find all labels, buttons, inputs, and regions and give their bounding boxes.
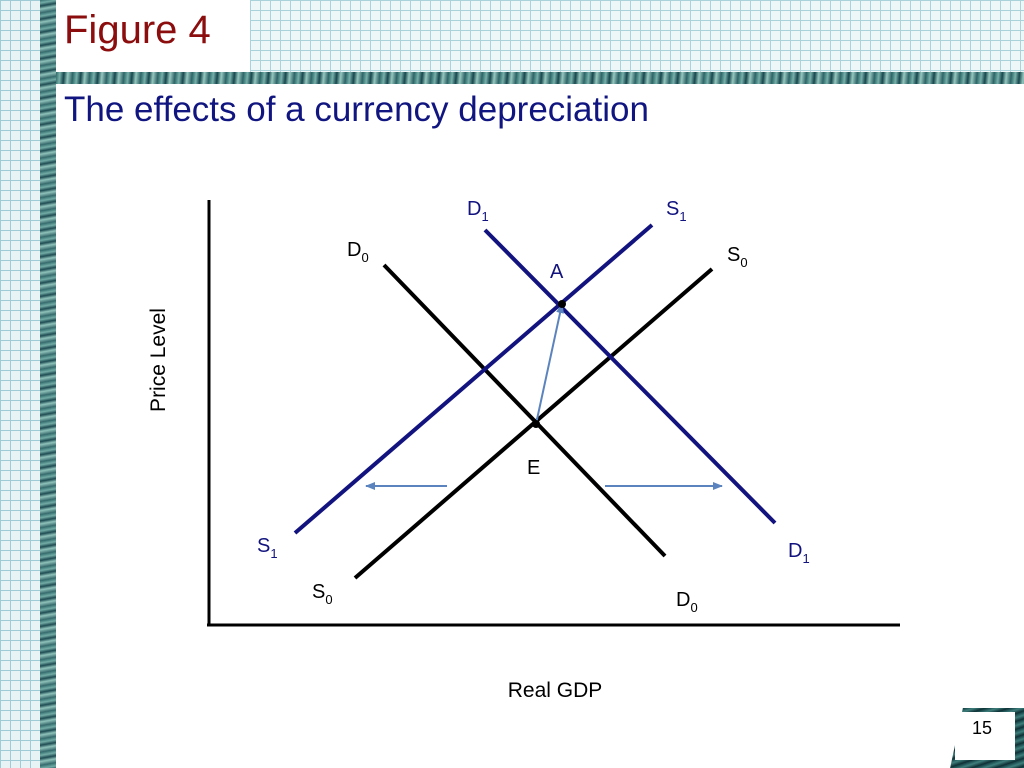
- label-s0-bottom-sub: 0: [325, 592, 332, 607]
- label-d1-top: D1: [467, 198, 489, 224]
- label-s0-bottom-letter: S: [312, 581, 325, 603]
- label-s1-top-sub: 1: [679, 209, 686, 224]
- label-s1-bottom: S1: [257, 535, 278, 561]
- figure-title: Figure 4: [64, 8, 211, 52]
- point-label-a: A: [550, 261, 564, 283]
- label-d0-top-sub: 0: [361, 250, 368, 265]
- label-d0-bottom: D0: [676, 589, 698, 615]
- label-d1-bottom-letter: D: [788, 540, 802, 562]
- page-number: 15: [972, 718, 993, 738]
- label-s0-top: S0: [727, 244, 748, 270]
- demand-curve-d0: [382, 263, 667, 558]
- label-d0-top-letter: D: [347, 239, 361, 261]
- demand-curve-d1: [483, 228, 777, 525]
- label-d1-bottom: D1: [788, 540, 810, 566]
- equilibrium-point-e: [532, 420, 540, 428]
- y-axis-label: Price Level: [147, 308, 170, 412]
- label-d0-bottom-sub: 0: [690, 600, 697, 615]
- label-d0-top: D0: [347, 239, 369, 265]
- x-axis-label: Real GDP: [508, 679, 603, 702]
- label-s0-top-letter: S: [727, 244, 740, 266]
- corner-inset: [955, 712, 1015, 760]
- supply-curve-s1: [293, 223, 654, 535]
- label-s0-bottom: S0: [312, 581, 333, 607]
- label-d1-bottom-sub: 1: [802, 551, 809, 566]
- label-s1-top-letter: S: [666, 198, 679, 220]
- slide-subtitle: The effects of a currency depreciation: [64, 90, 649, 129]
- point-label-e: E: [527, 457, 540, 479]
- marble-stripe-decoration: [56, 72, 1024, 84]
- equilibrium-move-arrow: [535, 303, 565, 425]
- label-d1-top-letter: D: [467, 198, 481, 220]
- label-s0-top-sub: 0: [740, 255, 747, 270]
- label-s1-top: S1: [666, 198, 687, 224]
- label-s1-bottom-letter: S: [257, 535, 270, 557]
- label-d1-top-sub: 1: [481, 209, 488, 224]
- label-d0-bottom-letter: D: [676, 589, 690, 611]
- label-s1-bottom-sub: 1: [270, 546, 277, 561]
- top-grid-decoration: [250, 0, 1024, 72]
- equilibrium-point-a: [558, 300, 566, 308]
- marble-band-decoration: [40, 0, 56, 768]
